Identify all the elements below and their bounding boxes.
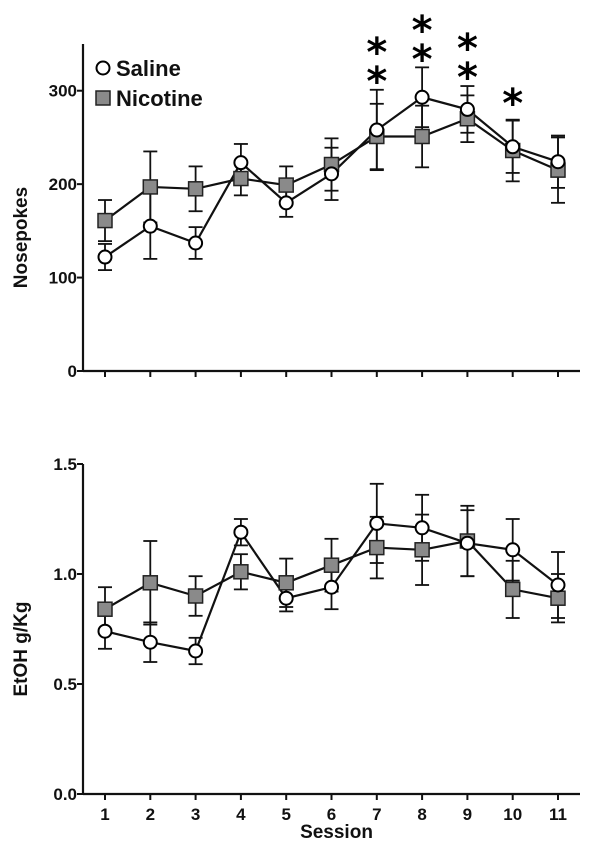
data-point-saline: [142, 634, 158, 650]
y-tick-label: 1.0: [53, 565, 77, 584]
data-point-saline: [459, 535, 475, 551]
data-point-saline: [97, 249, 113, 265]
legend-marker-saline: [95, 60, 111, 76]
data-point-saline: [324, 166, 339, 182]
x-tick-label: 5: [281, 805, 290, 824]
legend-label-nicotine: Nicotine: [116, 86, 203, 111]
data-point-saline: [550, 154, 566, 170]
significance-star: *: [412, 8, 433, 54]
data-point-saline: [97, 623, 113, 639]
y-axis-label: Nosepokes: [11, 187, 32, 288]
x-tick-label: 10: [503, 805, 522, 824]
x-tick-label: 3: [191, 805, 200, 824]
data-point-nicotine: [142, 575, 159, 591]
legend-label-saline: Saline: [116, 56, 181, 81]
data-point-saline: [233, 155, 249, 171]
data-point-nicotine: [97, 601, 113, 617]
data-point-nicotine: [278, 177, 294, 193]
significance-star: *: [366, 30, 387, 76]
data-point-nicotine: [504, 581, 521, 598]
data-point-nicotine: [187, 181, 204, 197]
significance-star: *: [457, 26, 478, 72]
data-point-nicotine: [414, 542, 430, 558]
data-point-saline: [324, 579, 339, 595]
y-tick-label: 0.5: [53, 675, 77, 694]
data-point-nicotine: [233, 170, 249, 187]
data-point-saline: [550, 577, 566, 593]
data-point-nicotine: [550, 590, 566, 606]
significance-star: *: [502, 81, 523, 127]
data-point-nicotine: [414, 128, 430, 145]
data-point-saline: [188, 643, 204, 659]
data-point-nicotine: [278, 575, 294, 591]
y-tick-label: 200: [49, 175, 77, 194]
x-tick-label: 8: [417, 805, 426, 824]
x-axis-label: Session: [300, 822, 373, 843]
y-tick-label: 100: [49, 269, 77, 288]
panel-etoh: 0.0 0.5 1.0 1.5 1 2 3 4 5 6 7 8 9 10 11 EtOH g/Kg Sessio…: [11, 455, 580, 843]
data-point-saline: [414, 520, 430, 536]
data-point-nicotine: [142, 179, 159, 195]
data-point-saline: [188, 235, 204, 251]
data-point-saline: [414, 89, 430, 105]
significance-star: *: [366, 59, 387, 105]
data-point-saline: [369, 122, 385, 138]
significance-star: *: [457, 55, 478, 101]
data-point-nicotine: [187, 588, 204, 604]
significance-star: *: [412, 37, 433, 83]
data-point-saline: [369, 515, 385, 531]
data-point-nicotine: [233, 564, 249, 580]
data-point-saline: [278, 195, 294, 211]
x-tick-label: 1: [100, 805, 109, 824]
legend-marker-nicotine: [95, 90, 111, 106]
y-tick-label: 0.0: [53, 785, 77, 804]
y-axis-label: EtOH g/Kg: [11, 602, 32, 697]
data-point-saline: [505, 139, 521, 155]
data-point-nicotine: [323, 557, 340, 573]
x-tick-label: 6: [327, 805, 336, 824]
data-point-saline: [459, 101, 475, 117]
data-point-nicotine: [97, 212, 113, 229]
data-point-saline: [278, 590, 294, 606]
x-tick-label: 9: [463, 805, 472, 824]
data-point-nicotine: [369, 539, 385, 556]
data-point-saline: [505, 542, 521, 558]
y-tick-label: 0: [68, 362, 77, 381]
y-tick-label: 1.5: [53, 455, 77, 474]
data-point-saline: [233, 524, 249, 540]
x-tick-label: 4: [236, 805, 246, 824]
x-tick-label: 11: [549, 805, 567, 824]
data-point-saline: [142, 218, 158, 234]
x-tick-label: 7: [372, 805, 381, 824]
x-tick-label: 2: [146, 805, 155, 824]
y-tick-label: 300: [49, 82, 77, 101]
